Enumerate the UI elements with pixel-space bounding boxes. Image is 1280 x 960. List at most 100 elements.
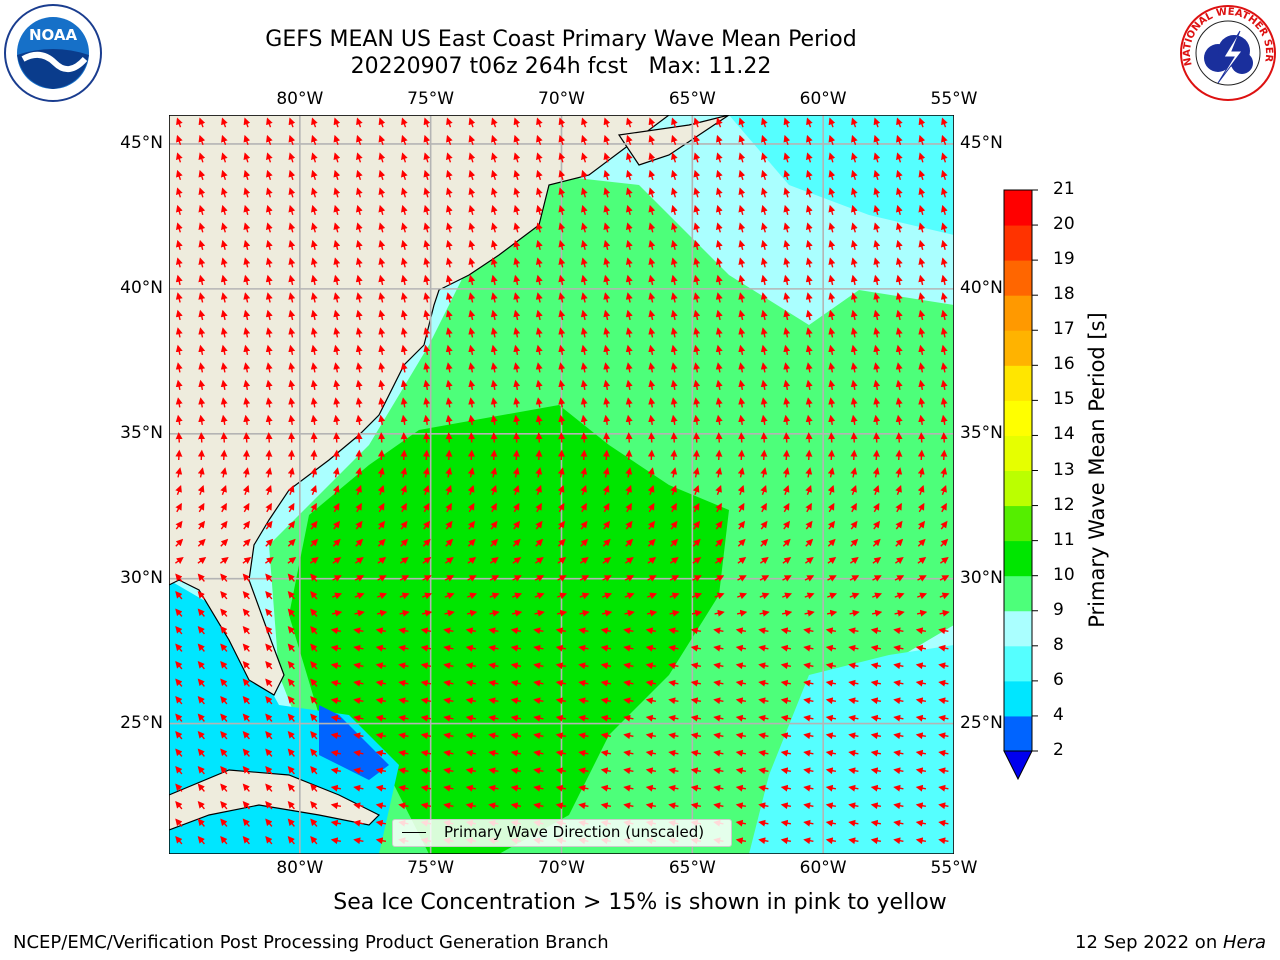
- wave-arrow: [873, 257, 881, 268]
- wave-arrow: [603, 397, 611, 408]
- wave-arrow: [333, 204, 341, 216]
- wave-arrow: [468, 362, 476, 373]
- wave-arrow: [243, 134, 251, 146]
- wave-arrow: [783, 239, 791, 250]
- wave-arrow: [783, 187, 791, 198]
- wave-arrow: [377, 538, 386, 547]
- wave-arrow: [760, 414, 768, 426]
- lat-label: 30°N: [120, 567, 163, 588]
- wave-arrow: [625, 344, 633, 356]
- wave-arrow: [355, 379, 363, 391]
- wave-arrow: [693, 169, 701, 181]
- field-10-11s: [289, 405, 729, 854]
- wave-arrow: [918, 379, 926, 391]
- wave-arrow: [535, 484, 542, 495]
- wave-arrow: [648, 152, 656, 163]
- wave-arrow: [287, 556, 297, 564]
- wave-arrow: [558, 117, 566, 128]
- wave-arrow: [197, 556, 207, 564]
- wave-arrow: [715, 432, 723, 443]
- wave-arrow: [377, 575, 387, 582]
- wave-arrow: [489, 556, 499, 564]
- wave-arrow: [761, 187, 768, 198]
- wave-arrow: [288, 187, 296, 198]
- wave-arrow: [850, 484, 857, 495]
- wave-arrow: [378, 432, 386, 443]
- wave-arrow: [828, 187, 836, 198]
- wave-arrow: [310, 502, 317, 513]
- wave-arrow: [828, 327, 836, 338]
- wave-arrow: [490, 397, 498, 408]
- wave-arrow: [783, 292, 791, 303]
- wave-arrow: [243, 257, 251, 268]
- wave-arrow: [940, 204, 948, 216]
- wave-arrow: [219, 556, 229, 564]
- wave-arrow: [309, 556, 319, 564]
- wave-arrow: [557, 484, 565, 495]
- wave-arrow: [333, 432, 341, 443]
- wave-arrow: [782, 556, 792, 564]
- wave-arrow: [378, 169, 386, 181]
- wave-arrow: [940, 397, 948, 408]
- wave-arrow: [918, 309, 926, 321]
- wave-arrow: [670, 538, 679, 547]
- wave-arrow: [422, 538, 431, 547]
- wave-arrow: [468, 257, 476, 268]
- wave-arrow: [198, 274, 206, 286]
- wave-arrow: [445, 292, 453, 303]
- wave-arrow: [581, 187, 588, 198]
- wave-arrow: [243, 204, 251, 216]
- wave-arrow: [311, 152, 318, 163]
- wave-arrow: [806, 117, 813, 128]
- wave-arrow: [557, 575, 567, 582]
- wave-arrow: [265, 449, 273, 461]
- wave-arrow: [760, 274, 768, 286]
- wave-arrow: [783, 362, 791, 373]
- wave-arrow: [422, 556, 432, 564]
- wave-arrow: [400, 397, 408, 408]
- wave-arrow: [625, 538, 634, 547]
- wave-arrow: [626, 169, 633, 181]
- wave-arrow: [715, 520, 723, 530]
- wave-arrow: [670, 414, 678, 426]
- wave-arrow: [355, 274, 363, 286]
- wave-arrow: [692, 484, 700, 495]
- wave-arrow: [895, 379, 903, 391]
- wave-arrow: [940, 538, 949, 547]
- wave-arrow: [670, 292, 678, 303]
- wave-arrow: [198, 327, 206, 338]
- wave-arrow: [603, 327, 611, 338]
- wave-arrow: [311, 187, 318, 198]
- wave-arrow: [625, 379, 633, 391]
- wave-arrow: [535, 379, 543, 391]
- wave-arrow: [806, 152, 813, 163]
- wave-arrow: [693, 204, 701, 216]
- wave-arrow: [648, 520, 656, 530]
- wave-arrow: [715, 222, 723, 233]
- wave-arrow: [377, 556, 387, 564]
- wave-arrow: [220, 239, 228, 250]
- wave-arrow: [356, 169, 363, 181]
- wave-arrow: [445, 222, 453, 233]
- wave-arrow: [423, 204, 431, 216]
- wave-arrow: [625, 414, 633, 426]
- wave-arrow: [512, 449, 520, 461]
- wave-arrow: [941, 169, 948, 181]
- wave-arrow: [288, 520, 296, 530]
- wave-arrow: [738, 309, 746, 321]
- wave-arrow: [198, 204, 206, 216]
- wave-arrow: [513, 152, 521, 163]
- wave-arrow: [512, 575, 522, 582]
- lon-label: 80°W: [276, 89, 324, 109]
- wave-arrow: [490, 292, 498, 303]
- wave-arrow: [333, 169, 341, 181]
- wave-arrow: [873, 432, 881, 443]
- wave-direction-arrows: [174, 117, 950, 854]
- wave-arrow: [400, 538, 409, 547]
- wave-arrow: [738, 414, 746, 426]
- wave-arrow: [760, 432, 768, 443]
- wave-arrow: [851, 169, 858, 181]
- wave-arrow: [175, 449, 183, 461]
- wave-arrow: [378, 152, 386, 163]
- wave-arrow: [558, 169, 566, 181]
